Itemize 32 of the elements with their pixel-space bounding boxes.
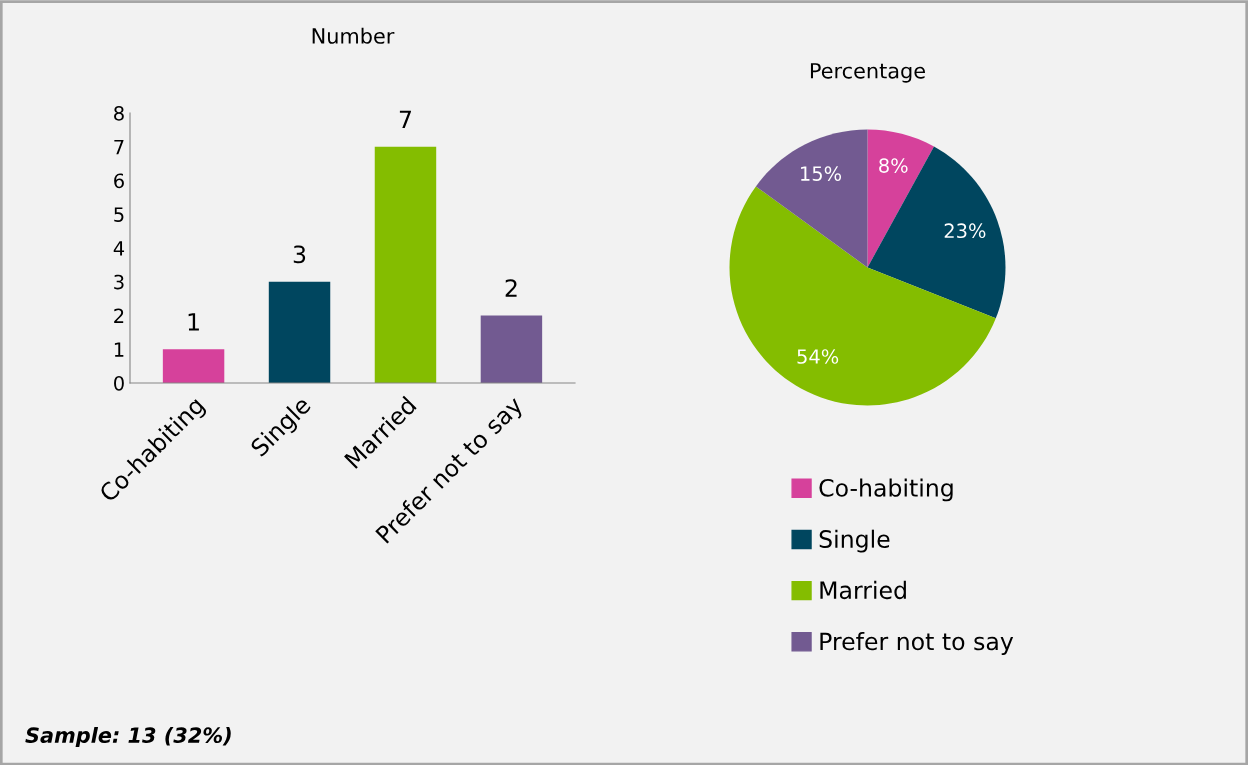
pie-slice (867, 129, 934, 268)
data-label: 8% (879, 158, 908, 173)
pie-slice (755, 129, 868, 268)
data-label: 2 (505, 279, 517, 297)
chart-title: Percentage (810, 63, 925, 83)
y-tick-label: 5 (114, 207, 124, 222)
text: Sample: 13 (32%) (25, 726, 231, 748)
y-tick-label: 0 (114, 375, 124, 391)
y-tick-label: 4 (113, 241, 125, 256)
data-label: 7 (399, 110, 411, 128)
legend-label: Co-habiting (819, 478, 953, 502)
y-tick-label: 3 (114, 274, 124, 290)
bar (480, 315, 543, 383)
data-label: 54% (797, 349, 839, 364)
bar (268, 281, 331, 383)
legend-label: Married (820, 580, 906, 600)
data-label: 23% (944, 223, 986, 239)
data-label: 1 (188, 313, 199, 331)
y-tick-label: 2 (114, 308, 124, 323)
y-tick-label: 8 (114, 105, 124, 121)
y-tick-label: 6 (114, 173, 124, 189)
pie-slice (867, 146, 1006, 319)
legend-label: Single (819, 529, 890, 553)
bar (374, 146, 437, 383)
data-label: 15% (801, 166, 842, 181)
legend-label: Prefer not to say (820, 632, 1014, 655)
y-tick-label: 7 (114, 139, 124, 155)
bar (162, 349, 225, 383)
pie-slice (729, 186, 996, 406)
data-label: 3 (293, 245, 306, 264)
chart-title: Number (312, 27, 395, 44)
y-tick-label: 1 (114, 342, 124, 357)
